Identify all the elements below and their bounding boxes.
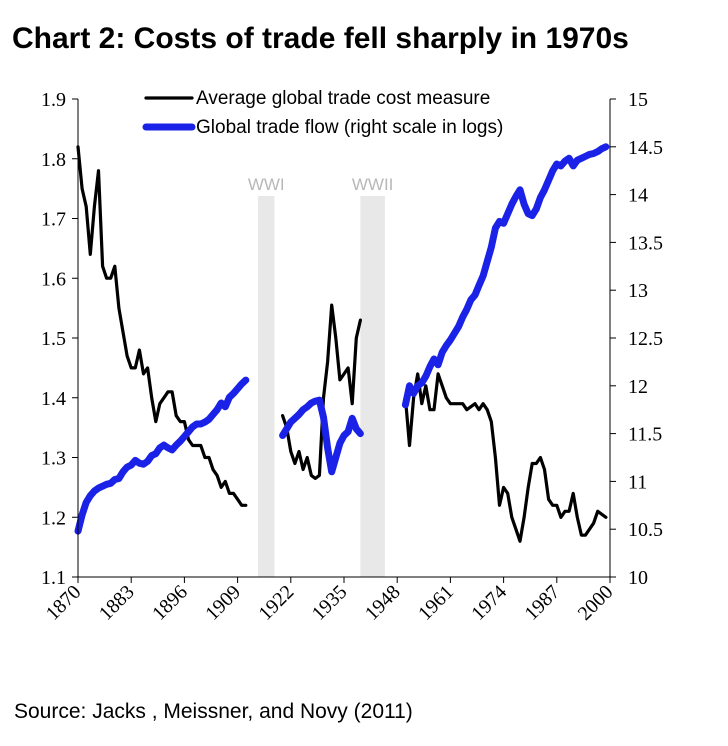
series-2-segment-3: [401, 143, 610, 409]
series-lines: [74, 143, 610, 543]
left-tick-label: 1.7: [41, 209, 66, 231]
x-tick-label: 1909: [201, 581, 245, 625]
axes: [72, 98, 616, 583]
legend-label-1: Average global trade cost measure: [196, 88, 490, 109]
annotation-wwi: WWI: [248, 175, 285, 194]
right-tick-label: 13: [628, 280, 648, 302]
right-tick-label: 11.5: [628, 424, 662, 446]
x-tick-label: 1896: [148, 581, 192, 625]
left-tick-label: 1.8: [41, 149, 66, 171]
shaded-periods: WWI WWII: [248, 175, 394, 577]
tick-labels: 1.1 1.2 1.3 1.4 1.5 1.6 1.7 1.8 1.9 10 10.5 11 11.5 1…: [41, 89, 663, 625]
left-tick-label: 1.4: [41, 388, 66, 410]
right-tick-label: 10.5: [628, 519, 663, 541]
x-tick-label: 1883: [95, 581, 139, 625]
right-tick-label: 11: [628, 471, 647, 493]
legend-label-2: Global trade flow (right scale in logs): [196, 117, 503, 138]
shaded-period-wwi: [258, 196, 275, 577]
source-note: Source: Jacks , Meissner, and Novy (2011…: [14, 700, 413, 723]
series-1-segment-2: [281, 303, 362, 480]
series-1-segment-3: [403, 372, 608, 543]
right-tick-label: 15: [628, 89, 648, 111]
x-tick-label: 1935: [308, 581, 352, 625]
shaded-period-wwii: [360, 196, 385, 577]
x-tick-label: 1922: [254, 581, 298, 625]
x-tick-label: 1948: [361, 581, 405, 625]
right-tick-label: 14.5: [628, 137, 663, 159]
right-tick-label: 10: [628, 567, 648, 589]
x-tick-label: 2000: [574, 581, 618, 625]
left-tick-label: 1.6: [41, 268, 66, 290]
left-tick-label: 1.3: [41, 448, 66, 470]
right-tick-label: 12.5: [628, 328, 663, 350]
left-tick-label: 1.1: [41, 567, 66, 589]
left-tick-label: 1.9: [41, 89, 66, 111]
right-tick-label: 13.5: [628, 232, 663, 254]
left-tick-label: 1.2: [41, 507, 66, 529]
right-tick-label: 14: [628, 185, 648, 207]
chart-svg: WWI WWII 1.1 1.2 1.3 1.4 1.5 1.6 1.7 1.8 1.9 10 10.…: [41, 88, 663, 625]
series-2-segment-1: [74, 376, 250, 535]
x-tick-label: 1987: [520, 581, 564, 625]
series-1-segment-1: [76, 145, 248, 507]
legend: Average global trade cost measure Global …: [142, 88, 503, 138]
x-tick-label: 1974: [467, 581, 511, 625]
annotation-wwii: WWII: [352, 175, 394, 194]
x-tick-label: 1961: [414, 581, 458, 625]
right-tick-label: 12: [628, 376, 648, 398]
chart-title: Chart 2: Costs of trade fell sharply in …: [12, 22, 629, 55]
left-tick-label: 1.5: [41, 328, 66, 350]
series-2-segment-2: [279, 396, 364, 476]
